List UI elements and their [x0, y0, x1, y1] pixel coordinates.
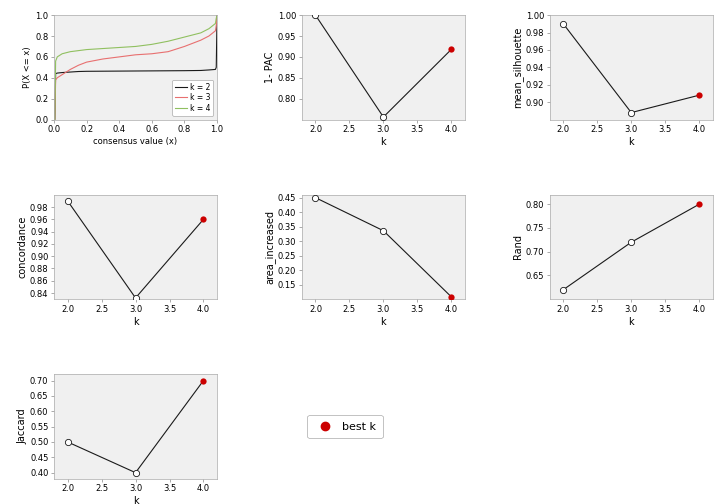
- X-axis label: k: k: [381, 317, 386, 327]
- k = 3: [211, 28, 220, 34]
- k = 2: [50, 116, 58, 122]
- Y-axis label: area_increased: area_increased: [264, 210, 275, 284]
- k = 3: [148, 51, 156, 57]
- k = 3: [115, 54, 124, 60]
- k = 3: [66, 67, 75, 73]
- k = 2: [74, 69, 83, 75]
- k = 4: [204, 26, 213, 32]
- X-axis label: consensus value (x): consensus value (x): [94, 137, 178, 146]
- k = 3: [212, 23, 220, 29]
- Line: k = 4: k = 4: [54, 15, 217, 119]
- k = 2: [66, 69, 75, 75]
- k = 4: [53, 54, 62, 60]
- k = 3: [204, 33, 213, 39]
- k = 2: [50, 116, 59, 122]
- k = 3: [82, 59, 91, 65]
- k = 2: [211, 67, 220, 73]
- X-axis label: k: k: [629, 137, 634, 147]
- Line: k = 3: k = 3: [54, 15, 217, 119]
- k = 4: [58, 51, 66, 57]
- Y-axis label: mean_silhouette: mean_silhouette: [512, 27, 523, 108]
- k = 2: [115, 68, 124, 74]
- k = 3: [197, 37, 205, 43]
- k = 2: [197, 68, 205, 74]
- k = 2: [164, 68, 173, 74]
- Line: k = 2: k = 2: [54, 15, 217, 119]
- k = 3: [50, 116, 58, 122]
- k = 4: [197, 30, 205, 36]
- Y-axis label: concordance: concordance: [17, 216, 27, 278]
- X-axis label: k: k: [629, 317, 634, 327]
- k = 4: [131, 43, 140, 49]
- k = 3: [180, 43, 189, 49]
- k = 2: [53, 70, 62, 76]
- k = 2: [212, 12, 221, 18]
- k = 3: [53, 75, 62, 81]
- X-axis label: k: k: [132, 317, 138, 327]
- Y-axis label: P(X <= x): P(X <= x): [24, 46, 32, 88]
- k = 4: [211, 21, 220, 27]
- Y-axis label: 1- PAC: 1- PAC: [265, 51, 275, 83]
- k = 4: [148, 41, 156, 47]
- Y-axis label: Jaccard: Jaccard: [17, 409, 27, 445]
- k = 4: [50, 116, 58, 122]
- k = 3: [99, 56, 107, 62]
- k = 4: [51, 58, 60, 64]
- k = 4: [99, 45, 107, 51]
- Legend: best k: best k: [307, 415, 382, 438]
- k = 3: [58, 72, 66, 78]
- k = 3: [51, 77, 60, 83]
- k = 4: [66, 49, 75, 55]
- k = 4: [74, 47, 83, 53]
- k = 4: [50, 116, 59, 122]
- k = 2: [204, 67, 213, 73]
- k = 3: [50, 116, 59, 122]
- k = 2: [58, 70, 66, 76]
- k = 3: [164, 49, 173, 55]
- k = 3: [131, 52, 140, 58]
- k = 3: [212, 12, 221, 18]
- k = 2: [131, 68, 140, 74]
- k = 4: [212, 12, 221, 18]
- k = 4: [115, 44, 124, 50]
- X-axis label: k: k: [132, 496, 138, 504]
- k = 2: [82, 68, 91, 74]
- Y-axis label: Rand: Rand: [513, 234, 523, 260]
- k = 4: [212, 15, 220, 21]
- Legend: k = 2, k = 3, k = 4: k = 2, k = 3, k = 4: [172, 80, 213, 116]
- k = 2: [180, 68, 189, 74]
- k = 2: [51, 71, 60, 77]
- k = 2: [148, 68, 156, 74]
- k = 4: [82, 46, 91, 52]
- k = 3: [74, 62, 83, 68]
- k = 4: [180, 34, 189, 40]
- k = 2: [212, 65, 220, 71]
- X-axis label: k: k: [381, 137, 386, 147]
- k = 4: [164, 38, 173, 44]
- k = 2: [99, 68, 107, 74]
